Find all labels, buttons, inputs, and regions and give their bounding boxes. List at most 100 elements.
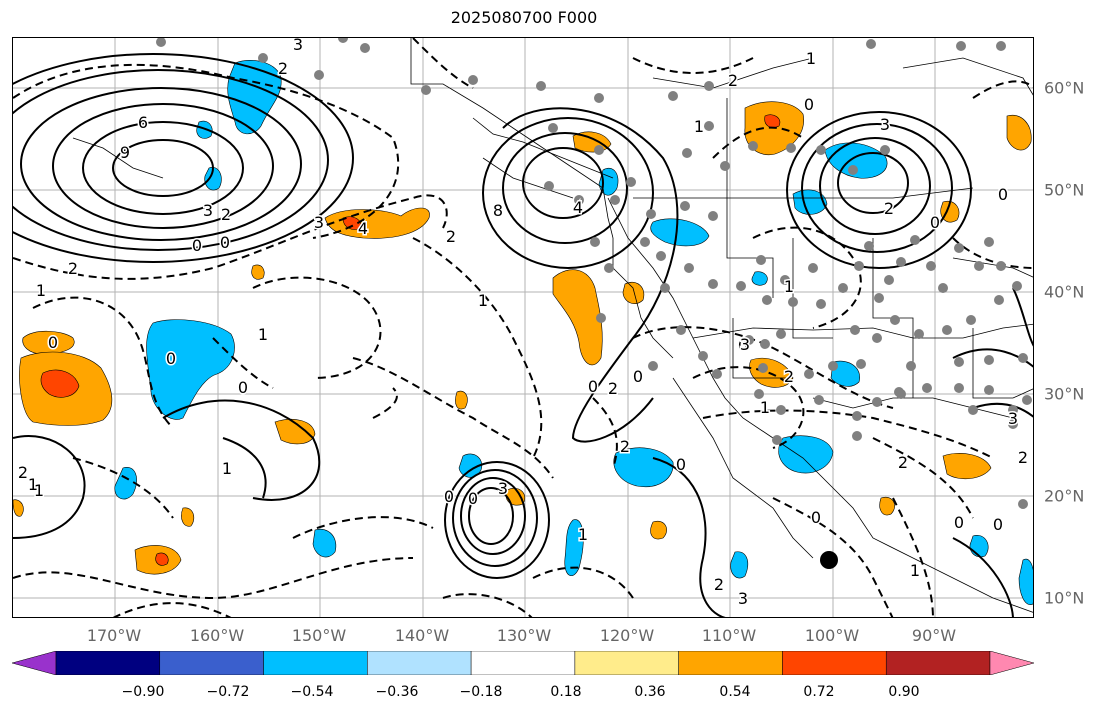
colorbar-segment — [55, 651, 161, 675]
contour-label: 2 — [278, 59, 288, 78]
colorbar-segment — [263, 651, 368, 675]
contour-label: 6 — [138, 113, 148, 132]
contour-label: 4 — [358, 219, 368, 238]
contour-label: 0 — [633, 367, 643, 386]
contour-label: 1 — [578, 525, 588, 544]
map-title: 2025080700 F000 — [450, 8, 598, 27]
lon-label-90w: 90°W — [911, 626, 957, 645]
contour-label: 0 — [676, 455, 686, 474]
contour-label: 0 — [444, 487, 454, 506]
contour-label: 1 — [258, 325, 268, 344]
colorbar-tick-label: 0.72 — [803, 684, 835, 700]
colorbar-tick-label: 0.90 — [888, 684, 920, 700]
lon-label-100w: 100°W — [804, 626, 860, 645]
contour-label: 3 — [738, 589, 748, 608]
contour-label: 0 — [811, 508, 821, 527]
lon-label-170w: 170°W — [86, 626, 142, 645]
coastlines-and-borders — [72, 38, 1033, 613]
contour-label: 1 — [478, 291, 488, 310]
lon-label-120w: 120°W — [599, 626, 655, 645]
anomaly-fills — [13, 59, 1033, 605]
contour-label: 2 — [18, 463, 28, 482]
contour-label: 3 — [740, 335, 750, 354]
contour-label: 0 — [48, 333, 58, 352]
contour-label: 1 — [806, 49, 816, 68]
contour-label: 1 — [784, 277, 794, 296]
contour-label: 1 — [222, 459, 232, 478]
colorbar-segment — [782, 651, 887, 675]
contour-label: 2 — [68, 259, 78, 278]
station-markers — [156, 38, 1032, 509]
contour-label: 2 — [784, 367, 794, 386]
lat-label-30n: 30°N — [1044, 384, 1085, 404]
contour-label: 2 — [728, 71, 738, 90]
contour-label: 2 — [620, 437, 630, 456]
lon-label-150w: 150°W — [291, 626, 347, 645]
colorbar-tick-label: 0.36 — [634, 684, 666, 700]
lon-label-160w: 160°W — [189, 626, 245, 645]
contour-label: 2 — [1018, 448, 1028, 467]
lat-label-60n: 60°N — [1044, 78, 1085, 98]
colorbar-tick-label: −0.72 — [206, 684, 250, 700]
contour-label: 0 — [192, 236, 202, 255]
contour-label: 2 — [884, 199, 894, 218]
colorbar-segment — [678, 651, 783, 675]
colorbar-tick-label: −0.18 — [459, 684, 503, 700]
contour-label: 1 — [910, 561, 920, 580]
contour-label: 3 — [498, 479, 508, 498]
lat-label-40n: 40°N — [1044, 282, 1085, 302]
contour-label: 0 — [993, 515, 1003, 534]
colorbar-segment — [885, 651, 991, 675]
contour-label: 0 — [998, 185, 1008, 204]
contour-label: 8 — [493, 201, 503, 220]
contour-label: 2 — [714, 575, 724, 594]
colorbar-segment — [159, 651, 264, 675]
contour-lines — [13, 38, 1033, 617]
lat-label-20n: 20°N — [1044, 486, 1085, 506]
colorbar — [12, 651, 1035, 675]
colorbar-segment — [574, 651, 679, 675]
colorbar-tick-label: −0.90 — [121, 684, 165, 700]
lat-label-50n: 50°N — [1044, 180, 1085, 200]
colorbar-tick-label: −0.54 — [290, 684, 334, 700]
colorbar-tick-label: 0.18 — [550, 684, 582, 700]
contour-label: 1 — [760, 398, 770, 417]
contour-label: 0 — [930, 213, 940, 232]
contour-label: 0 — [804, 95, 814, 114]
colorbar-extend-min — [12, 651, 57, 675]
contour-label: 3 — [880, 115, 890, 134]
colorbar-tick-label: 0.54 — [719, 684, 751, 700]
contour-label: 4 — [573, 198, 583, 217]
colorbar-extend-max — [989, 651, 1035, 675]
lat-label-10n: 10°N — [1044, 588, 1085, 608]
contour-label: 3 — [314, 213, 324, 232]
contour-label: 2 — [221, 205, 231, 224]
contour-label: 0 — [738, 336, 748, 355]
lon-label-140w: 140°W — [394, 626, 450, 645]
contour-label: 2 — [898, 453, 908, 472]
lon-label-130w: 130°W — [496, 626, 552, 645]
contour-label: 3 — [203, 201, 213, 220]
contour-label: 1 — [28, 475, 38, 494]
contour-label: 1 — [694, 117, 704, 136]
contour-label: 0 — [588, 377, 598, 396]
contour-label: 1 — [36, 281, 46, 300]
contour-label: 3 — [1008, 409, 1018, 428]
contour-label: 3 — [293, 38, 303, 54]
contour-label: 0 — [238, 378, 248, 397]
contour-label: 9 — [120, 143, 130, 162]
contour-label: 0 — [468, 489, 478, 508]
colorbar-segment — [367, 651, 472, 675]
contour-label: 0 — [166, 349, 176, 368]
highlight-marker — [820, 551, 838, 569]
contour-label: 0 — [954, 513, 964, 532]
lon-label-110w: 110°W — [701, 626, 757, 645]
contour-label: 0 — [220, 233, 230, 252]
contour-label: 1 — [34, 481, 44, 500]
colorbar-tick-label: −0.36 — [375, 684, 419, 700]
colorbar-segment — [470, 651, 576, 675]
contour-label: 2 — [608, 379, 618, 398]
